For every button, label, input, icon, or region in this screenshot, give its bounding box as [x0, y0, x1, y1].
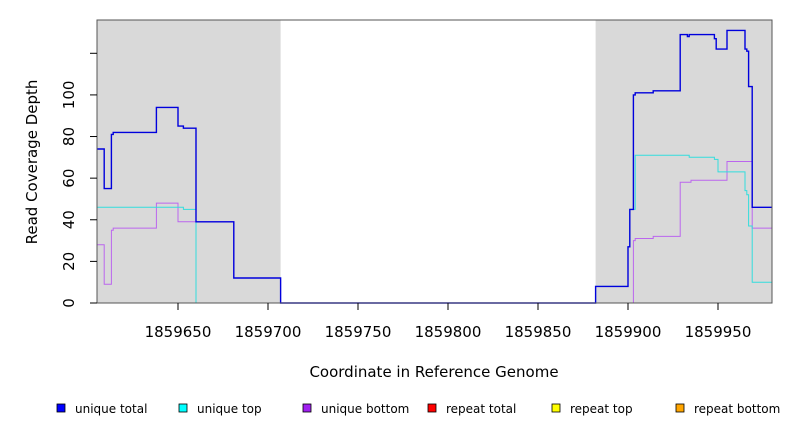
- y-tick-label: 100: [60, 81, 78, 110]
- plot-frame: [96, 19, 773, 304]
- x-tick-label: 1859800: [415, 323, 482, 341]
- legend-entry-unique-total: unique total: [56, 402, 147, 416]
- legend-swatch: [302, 403, 312, 413]
- legend-entry-repeat-total: repeat total: [427, 402, 516, 416]
- legend-swatch: [551, 403, 561, 413]
- y-tick-label: 40: [60, 210, 78, 229]
- legend-label: unique top: [197, 402, 262, 416]
- series-unique-total: [97, 29, 772, 304]
- legend-label: repeat total: [446, 402, 516, 416]
- legend-swatch: [56, 403, 66, 413]
- legend-label: repeat top: [570, 402, 633, 416]
- x-tick-label: 1859850: [505, 323, 572, 341]
- legend-entry-unique-top: unique top: [178, 402, 262, 416]
- legend-swatch: [178, 403, 188, 413]
- shaded-regions: [97, 20, 772, 303]
- y-tick-label: 0: [60, 298, 78, 308]
- x-axis: 1859650 1859700 1859750 1859800 1859850 18599…: [145, 303, 752, 341]
- legend-entry-unique-bottom: unique bottom: [302, 402, 409, 416]
- shaded-region-1: [97, 20, 281, 303]
- legend-entry-repeat-top: repeat top: [551, 402, 633, 416]
- legend-entry-repeat-bottom: repeat bottom: [675, 402, 780, 416]
- series-unique-top: [97, 154, 772, 304]
- x-tick-label: 1859650: [145, 323, 212, 341]
- legend-label: unique total: [75, 402, 147, 416]
- y-axis: 0 20 40 60 80 100: [60, 52, 97, 308]
- y-axis-title: Read Coverage Depth: [23, 80, 41, 245]
- x-tick-label: 1859950: [685, 323, 752, 341]
- legend-swatch: [427, 403, 437, 413]
- x-axis-title: Coordinate in Reference Genome: [309, 363, 558, 381]
- x-tick-label: 1859700: [235, 323, 302, 341]
- y-tick-label: 80: [60, 127, 78, 146]
- y-tick-label: 60: [60, 169, 78, 188]
- legend-swatch: [675, 403, 685, 413]
- x-tick-label: 1859750: [325, 323, 392, 341]
- y-tick-label: 20: [60, 252, 78, 271]
- x-tick-label: 1859900: [595, 323, 662, 341]
- legend: unique total unique top unique bottom repea…: [56, 402, 780, 416]
- legend-label: unique bottom: [321, 402, 409, 416]
- legend-label: repeat bottom: [694, 402, 780, 416]
